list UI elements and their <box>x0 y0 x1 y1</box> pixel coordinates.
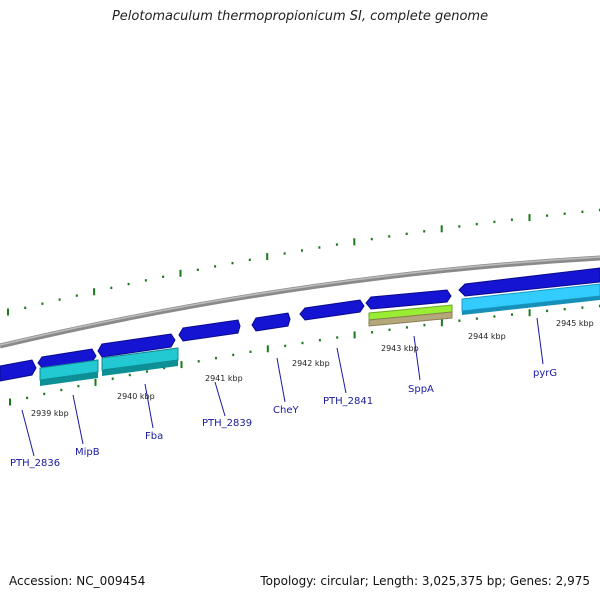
kbp-label: 2944 kbp <box>468 332 506 341</box>
gene-label-pth-2841[interactable]: PTH_2841 <box>323 396 373 407</box>
gene-arrow-pth-2839[interactable] <box>178 319 241 342</box>
gene-arrow-fba-forward[interactable] <box>97 333 176 358</box>
genome-backbone-highlight <box>0 256 600 346</box>
gene-label-pth-2836[interactable]: PTH_2836 <box>10 458 60 469</box>
accession-text: Accession: NC_009454 <box>9 574 146 588</box>
gene-label-fba[interactable]: Fba <box>145 431 163 442</box>
gene-arrow-chey[interactable] <box>251 312 291 332</box>
outer-tick-ring <box>7 208 600 316</box>
gene-label-pyrg[interactable]: pyrG <box>533 368 557 379</box>
label-line-chey <box>276 357 286 403</box>
gene-label-sppa[interactable]: SppA <box>408 384 434 395</box>
label-line-pth-2839 <box>214 381 226 417</box>
gene-arrow-pth-2841[interactable] <box>299 299 365 321</box>
gene-bar-sppa-tan[interactable] <box>368 311 453 327</box>
label-line-pth-2841 <box>336 347 347 394</box>
kbp-label: 2943 kbp <box>381 344 419 353</box>
genome-backbone <box>0 255 600 349</box>
label-line-sppa <box>413 335 421 381</box>
gene-bar-pyrg-shadow <box>462 296 600 315</box>
gene-label-mipb[interactable]: MipB <box>75 447 100 458</box>
label-line-fba <box>144 383 154 429</box>
label-line-pth-2836 <box>21 409 35 457</box>
gene-label-pth-2839[interactable]: PTH_2839 <box>202 418 252 429</box>
gene-arrow-pyrg-forward[interactable] <box>458 267 600 297</box>
kbp-label: 2941 kbp <box>205 374 243 383</box>
kbp-label: 2939 kbp <box>31 409 69 418</box>
kbp-label: 2942 kbp <box>292 359 330 368</box>
map-title: Pelotomaculum thermopropionicum SI, comp… <box>111 9 489 24</box>
gene-label-chey[interactable]: CheY <box>273 405 299 416</box>
gene-arrow-pth-2836[interactable] <box>0 359 37 382</box>
gene-bar-fba-shadow <box>102 360 178 376</box>
gene-arrow-sppa-forward[interactable] <box>365 289 452 310</box>
gene-bar-mipb-shadow <box>40 372 98 386</box>
label-line-mipb <box>72 394 84 445</box>
topology-text: Topology: circular; Length: 3,025,375 bp… <box>260 574 590 588</box>
label-line-pyrg <box>536 317 544 365</box>
gene-bar-pyrg[interactable] <box>461 283 600 312</box>
kbp-label: 2940 kbp <box>117 392 155 401</box>
kbp-label: 2945 kbp <box>556 319 594 328</box>
